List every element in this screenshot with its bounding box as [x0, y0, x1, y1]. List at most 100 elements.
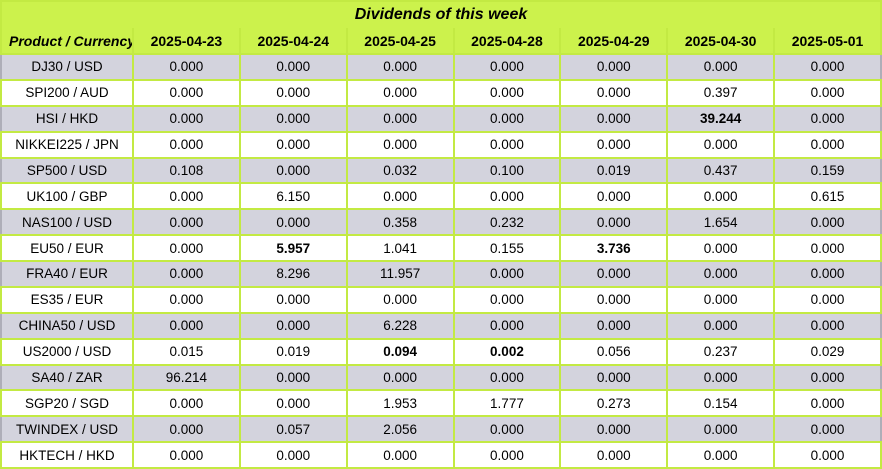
dividend-value-cell: 0.000 — [666, 130, 776, 159]
dividend-value-cell: 0.057 — [238, 415, 348, 444]
date-column-header: 2025-04-23 — [132, 28, 241, 55]
dividend-value-cell: 0.000 — [238, 78, 348, 107]
dividend-value-cell: 3.736 — [559, 234, 669, 262]
dividend-value-cell: 0.100 — [452, 156, 562, 185]
dividend-value-cell: 0.000 — [559, 441, 669, 469]
dividend-value-cell: 1.654 — [666, 208, 776, 237]
product-cell: SPI200 / AUD — [0, 78, 134, 107]
dividend-value-cell: 0.000 — [452, 182, 562, 211]
table-row: NIKKEI225 / JPN 0.000 0.000 0.000 0.000 0.000… — [0, 130, 882, 159]
dividend-value-cell: 0.237 — [666, 337, 776, 366]
dividend-value-cell: 0.000 — [238, 311, 348, 340]
dividend-value-cell: 0.019 — [238, 337, 348, 366]
dividend-value-cell: 0.000 — [345, 363, 455, 392]
dividend-value-cell: 0.019 — [559, 156, 669, 185]
dividend-value-cell: 0.000 — [345, 78, 455, 107]
dividend-value-cell: 0.000 — [773, 363, 882, 392]
dividend-value-cell: 0.000 — [132, 234, 241, 262]
dividend-value-cell: 0.000 — [559, 363, 669, 392]
dividend-value-cell: 0.000 — [666, 311, 776, 340]
product-cell: UK100 / GBP — [0, 182, 134, 211]
dividend-value-cell: 6.150 — [238, 182, 348, 211]
dividend-value-cell: 0.056 — [559, 337, 669, 366]
dividend-value-cell: 0.000 — [773, 389, 882, 418]
dividend-value-cell: 0.155 — [452, 234, 562, 262]
dividend-value-cell: 0.000 — [132, 441, 241, 469]
dividend-value-cell: 0.000 — [666, 363, 776, 392]
dividend-value-cell: 0.000 — [773, 104, 882, 133]
dividend-value-cell: 0.000 — [452, 415, 562, 444]
dividend-value-cell: 0.397 — [666, 78, 776, 107]
dividend-value-cell: 0.000 — [559, 415, 669, 444]
table-row: CHINA50 / USD 0.000 0.000 6.228 0.000 0.000 0.… — [0, 311, 882, 340]
dividend-value-cell: 0.273 — [559, 389, 669, 418]
dividend-value-cell: 0.000 — [238, 130, 348, 159]
dividend-value-cell: 0.000 — [452, 311, 562, 340]
dividend-value-cell: 0.108 — [132, 156, 241, 185]
table-title: Dividends of this week — [0, 0, 882, 28]
dividend-value-cell: 0.000 — [345, 182, 455, 211]
dividend-value-cell: 0.000 — [132, 285, 241, 314]
dividend-value-cell: 0.000 — [559, 104, 669, 133]
table-row: US2000 / USD 0.015 0.019 0.094 0.002 0.056 0.2… — [0, 337, 882, 366]
dividend-value-cell: 0.000 — [452, 78, 562, 107]
dividend-value-cell: 0.000 — [773, 311, 882, 340]
dividend-value-cell: 0.000 — [559, 208, 669, 237]
table-row: SPI200 / AUD 0.000 0.000 0.000 0.000 0.000 0.3… — [0, 78, 882, 107]
dividend-value-cell: 0.232 — [452, 208, 562, 237]
dividend-value-cell: 0.000 — [773, 130, 882, 159]
dividend-value-cell: 0.000 — [452, 104, 562, 133]
dividend-value-cell: 0.000 — [132, 182, 241, 211]
product-cell: ES35 / EUR — [0, 285, 134, 314]
product-cell: DJ30 / USD — [0, 53, 134, 81]
dividend-value-cell: 0.000 — [345, 441, 455, 469]
product-cell: FRA40 / EUR — [0, 260, 134, 288]
dividend-value-cell: 1.041 — [345, 234, 455, 262]
dividend-value-cell: 0.000 — [559, 53, 669, 81]
dividend-value-cell: 0.000 — [238, 104, 348, 133]
dividend-value-cell: 0.000 — [452, 441, 562, 469]
table-row: SGP20 / SGD 0.000 0.000 1.953 1.777 0.273 0.15… — [0, 389, 882, 418]
dividend-value-cell: 0.000 — [452, 260, 562, 288]
table-row: NAS100 / USD 0.000 0.000 0.358 0.232 0.000 1.6… — [0, 208, 882, 237]
dividend-value-cell: 0.000 — [132, 260, 241, 288]
dividend-value-cell: 0.000 — [666, 285, 776, 314]
date-column-header: 2025-04-25 — [345, 28, 455, 55]
dividend-value-cell: 0.000 — [132, 53, 241, 81]
dividend-value-cell: 0.000 — [559, 260, 669, 288]
dividend-value-cell: 0.000 — [559, 78, 669, 107]
dividend-value-cell: 0.000 — [666, 260, 776, 288]
table-row: HKTECH / HKD 0.000 0.000 0.000 0.000 0.000 0.0… — [0, 441, 882, 469]
dividend-value-cell: 0.000 — [345, 104, 455, 133]
dividend-value-cell: 0.437 — [666, 156, 776, 185]
dividend-value-cell: 0.000 — [345, 285, 455, 314]
dividend-value-cell: 0.000 — [238, 441, 348, 469]
dividend-value-cell: 96.214 — [132, 363, 241, 392]
table-row: FRA40 / EUR 0.000 8.296 11.957 0.000 0.000 0.0… — [0, 260, 882, 288]
dividend-value-cell: 0.000 — [666, 234, 776, 262]
column-header-row: Product / Currency 2025-04-23 2025-04-24 2… — [0, 28, 882, 55]
dividend-value-cell: 0.000 — [559, 311, 669, 340]
table-row: HSI / HKD 0.000 0.000 0.000 0.000 0.000 39.244… — [0, 104, 882, 133]
dividend-value-cell: 0.000 — [132, 389, 241, 418]
dividend-value-cell: 0.000 — [132, 208, 241, 237]
product-cell: SA40 / ZAR — [0, 363, 134, 392]
table-body: DJ30 / USD 0.000 0.000 0.000 0.000 0.000 0.000… — [0, 53, 882, 469]
table-row: DJ30 / USD 0.000 0.000 0.000 0.000 0.000 0.000… — [0, 53, 882, 81]
table-row: TWINDEX / USD 0.000 0.057 2.056 0.000 0.000 0.… — [0, 415, 882, 444]
product-cell: NAS100 / USD — [0, 208, 134, 237]
dividend-value-cell: 0.000 — [238, 363, 348, 392]
dividend-value-cell: 0.000 — [238, 53, 348, 81]
dividend-value-cell: 0.000 — [238, 208, 348, 237]
dividend-value-cell: 0.000 — [666, 53, 776, 81]
date-column-header: 2025-04-30 — [666, 28, 776, 55]
dividend-value-cell: 8.296 — [238, 260, 348, 288]
dividend-value-cell: 2.056 — [345, 415, 455, 444]
dividend-value-cell: 0.000 — [559, 130, 669, 159]
dividend-value-cell: 0.000 — [773, 441, 882, 469]
table-row: SP500 / USD 0.108 0.000 0.032 0.100 0.019 0.43… — [0, 156, 882, 185]
product-cell: SP500 / USD — [0, 156, 134, 185]
table-title-row: Dividends of this week — [0, 0, 882, 28]
dividend-value-cell: 0.002 — [452, 337, 562, 366]
